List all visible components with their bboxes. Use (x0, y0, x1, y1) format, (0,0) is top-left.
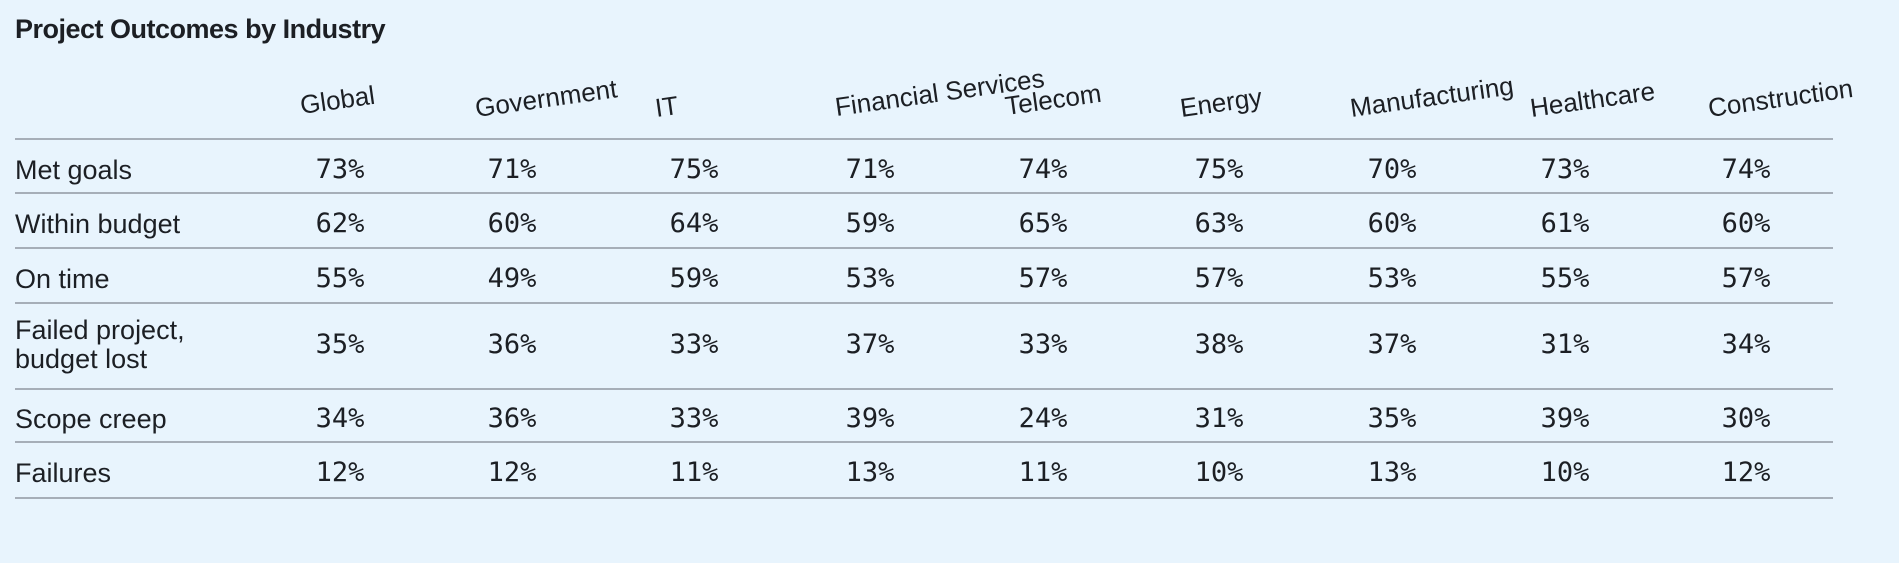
column-header: IT (653, 90, 681, 123)
table-cell: 10% (1540, 457, 1590, 488)
row-label: Failures (15, 458, 112, 488)
table-cell: 71% (487, 154, 537, 185)
table-cell: 75% (1194, 154, 1244, 185)
table-cell: 12% (1721, 457, 1771, 488)
table-cell: 73% (315, 154, 365, 185)
column-header: Global (298, 79, 377, 120)
table-cell: 62% (315, 208, 365, 239)
table-cell: 49% (487, 263, 537, 294)
table-cell: 57% (1721, 263, 1771, 294)
table-cell: 34% (1721, 329, 1771, 360)
row-divider (15, 247, 1833, 249)
table-cell: 64% (669, 208, 719, 239)
row-label: Met goals (15, 155, 133, 185)
table-cell: 59% (669, 263, 719, 294)
table-cell: 11% (669, 457, 719, 488)
table-cell: 59% (845, 208, 895, 239)
table-cell: 53% (1367, 263, 1417, 294)
table-cell: 34% (315, 403, 365, 434)
row-label: Scope creep (15, 404, 167, 434)
table-title: Project Outcomes by Industry (15, 14, 386, 44)
table-cell: 33% (1018, 329, 1068, 360)
table-cell: 33% (669, 403, 719, 434)
column-header: Healthcare (1528, 75, 1657, 123)
table-cell: 75% (669, 154, 719, 185)
column-header: Government (473, 73, 619, 123)
table-cell: 60% (1367, 208, 1417, 239)
table-cell: 61% (1540, 208, 1590, 239)
table-cell: 13% (845, 457, 895, 488)
table-cell: 10% (1194, 457, 1244, 488)
row-divider (15, 497, 1833, 499)
table-cell: 57% (1194, 263, 1244, 294)
column-header: Manufacturing (1348, 70, 1516, 123)
row-divider (15, 302, 1833, 304)
table-cell: 55% (1540, 263, 1590, 294)
table-cell: 33% (669, 329, 719, 360)
table-cell: 65% (1018, 208, 1068, 239)
table-cell: 24% (1018, 403, 1068, 434)
table-cell: 31% (1540, 329, 1590, 360)
row-label: Within budget (15, 209, 181, 239)
row-divider (15, 388, 1833, 390)
table-cell: 73% (1540, 154, 1590, 185)
table-cell: 37% (845, 329, 895, 360)
table-cell: 11% (1018, 457, 1068, 488)
table-cell: 35% (1367, 403, 1417, 434)
row-label: Failed project, budget lost (15, 315, 185, 374)
table-cell: 39% (845, 403, 895, 434)
table-cell: 55% (315, 263, 365, 294)
table-cell: 74% (1721, 154, 1771, 185)
table-cell: 37% (1367, 329, 1417, 360)
row-label: On time (15, 264, 110, 294)
table-cell: 36% (487, 329, 537, 360)
column-header: Construction (1706, 72, 1855, 123)
table-cell: 30% (1721, 403, 1771, 434)
table-cell: 13% (1367, 457, 1417, 488)
table-cell: 39% (1540, 403, 1590, 434)
table-cell: 12% (487, 457, 537, 488)
row-divider (15, 441, 1833, 443)
table-cell: 60% (1721, 208, 1771, 239)
column-header: Energy (1178, 81, 1264, 123)
table-cell: 74% (1018, 154, 1068, 185)
table-cell: 57% (1018, 263, 1068, 294)
table-cell: 60% (487, 208, 537, 239)
row-divider (15, 138, 1833, 140)
table-cell: 63% (1194, 208, 1244, 239)
table-cell: 31% (1194, 403, 1244, 434)
table-cell: 36% (487, 403, 537, 434)
table-cell: 35% (315, 329, 365, 360)
table-cell: 71% (845, 154, 895, 185)
table-cell: 53% (845, 263, 895, 294)
table-cell: 70% (1367, 154, 1417, 185)
table-cell: 12% (315, 457, 365, 488)
table-cell: 38% (1194, 329, 1244, 360)
row-divider (15, 192, 1833, 194)
